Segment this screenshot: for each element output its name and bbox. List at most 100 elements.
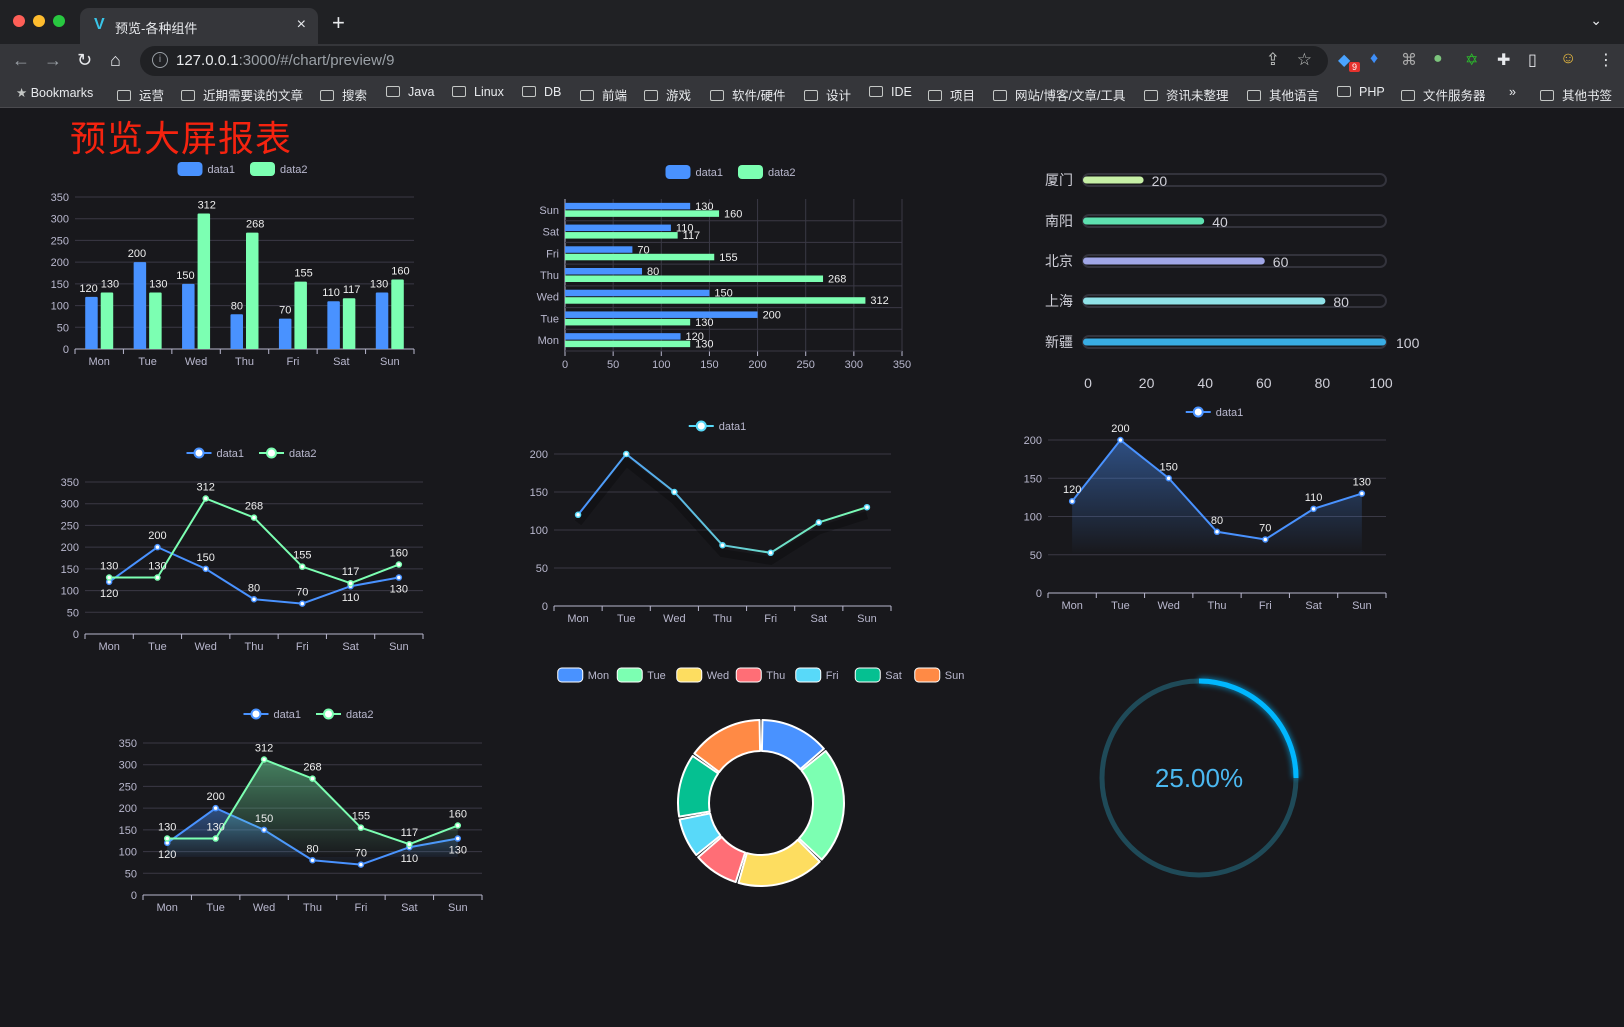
bookmark-folder[interactable]: 游戏 bbox=[644, 85, 691, 104]
x-tick-label: 20 bbox=[1139, 375, 1155, 391]
data-label: 200 bbox=[1111, 423, 1129, 435]
site-info-icon[interactable]: i bbox=[152, 52, 168, 68]
legend-item-Sun[interactable]: Sun bbox=[914, 667, 965, 683]
legend-item-Fri[interactable]: Fri bbox=[795, 667, 839, 683]
bookmark-folder[interactable]: PHP bbox=[1337, 85, 1385, 99]
pie-slice-Mon[interactable] bbox=[760, 719, 825, 771]
legend-item-data2[interactable]: data2 bbox=[250, 162, 308, 176]
pie-slice-Wed[interactable] bbox=[737, 838, 821, 887]
extension-command-icon[interactable]: ⌘ bbox=[1401, 52, 1417, 69]
x-tick-label: Thu bbox=[1208, 600, 1227, 612]
bookmark-folder[interactable]: 文件服务器 bbox=[1401, 85, 1486, 104]
data-label: 70 bbox=[296, 587, 308, 599]
bookmark-folder[interactable]: Linux bbox=[452, 85, 504, 99]
maximize-window-button[interactable] bbox=[53, 15, 65, 27]
bookmarks-menu[interactable]: ★ Bookmarks bbox=[16, 85, 93, 100]
data-label: 80 bbox=[647, 266, 659, 278]
legend-item-Wed[interactable]: Wed bbox=[676, 667, 729, 683]
data-label: 110 bbox=[401, 853, 419, 865]
tab-close-button[interactable]: × bbox=[296, 16, 306, 33]
close-window-button[interactable] bbox=[13, 15, 25, 27]
forward-arrow-icon[interactable]: → bbox=[44, 50, 62, 70]
data-label: 120 bbox=[158, 849, 176, 861]
data-point bbox=[154, 574, 161, 581]
legend-item-data1[interactable]: data1 bbox=[177, 162, 236, 176]
share-icon[interactable]: ⇪ bbox=[1265, 50, 1280, 69]
extension-grid-icon[interactable]: ◆ bbox=[1338, 52, 1351, 69]
home-icon[interactable]: ⌂ bbox=[110, 50, 121, 70]
x-tick-label: Sun bbox=[857, 613, 877, 625]
legend-item-Tue[interactable]: Tue bbox=[616, 667, 666, 683]
data-label: 150 bbox=[176, 270, 194, 282]
bookmark-star-icon[interactable]: ☆ bbox=[1296, 50, 1312, 69]
legend-circle-icon bbox=[193, 447, 205, 459]
bookmark-label: 前端 bbox=[602, 89, 628, 103]
other-bookmarks-folder[interactable]: 其他书签 bbox=[1540, 85, 1612, 104]
extension-star-icon[interactable]: ✡ bbox=[1465, 52, 1479, 69]
bar-data1 bbox=[85, 296, 98, 349]
folder-icon bbox=[452, 86, 466, 97]
tab-search-chevron-icon[interactable]: ⌄ bbox=[1590, 12, 1602, 28]
extension-diamond-icon[interactable]: ♦ bbox=[1370, 50, 1379, 67]
legend-item-data2[interactable]: data2 bbox=[259, 447, 317, 460]
legend-label: data1 bbox=[208, 164, 236, 176]
menu-kebab-icon[interactable]: ⋮ bbox=[1598, 52, 1614, 69]
progress-fill bbox=[1083, 217, 1205, 225]
legend-item-data2[interactable]: data2 bbox=[316, 708, 374, 721]
legend-item-data2[interactable]: data2 bbox=[738, 165, 796, 179]
profile-avatar[interactable]: ☺ bbox=[1560, 50, 1577, 67]
bookmark-folder[interactable]: 软件/硬件 bbox=[710, 85, 785, 104]
url-text[interactable]: 127.0.0.1:3000/#/chart/preview/9 bbox=[176, 52, 395, 69]
minimize-window-button[interactable] bbox=[33, 15, 45, 27]
pie-slice-Tue[interactable] bbox=[798, 750, 845, 861]
side-panel-icon[interactable]: ▯ bbox=[1528, 52, 1537, 69]
y-tick-label: Sat bbox=[542, 227, 559, 239]
bookmark-folder[interactable]: 运营 bbox=[117, 85, 164, 104]
legend-item-Thu[interactable]: Thu bbox=[735, 667, 785, 683]
data-label: 312 bbox=[198, 200, 216, 212]
legend-item-data1[interactable]: data1 bbox=[186, 447, 245, 460]
bookmark-folder[interactable]: Java bbox=[386, 85, 434, 99]
legend-item-data1[interactable]: data1 bbox=[665, 165, 724, 179]
bar-data1 bbox=[565, 224, 671, 232]
bookmark-folder[interactable]: 近期需要读的文章 bbox=[181, 85, 303, 104]
bookmark-folder[interactable]: 网站/博客/文章/工具 bbox=[993, 85, 1125, 104]
data-point bbox=[357, 861, 365, 868]
pie-slice-Sun[interactable] bbox=[693, 719, 762, 774]
bookmark-folder[interactable]: DB bbox=[522, 85, 561, 99]
reload-icon[interactable]: ↻ bbox=[77, 50, 93, 70]
extension-circle-icon[interactable]: ● bbox=[1433, 50, 1443, 67]
y-tick-label: 0 bbox=[131, 890, 137, 902]
bookmark-folder[interactable]: 搜索 bbox=[320, 85, 367, 104]
bar-data1 bbox=[565, 333, 681, 340]
address-bar[interactable]: i 127.0.0.1:3000/#/chart/preview/9 ⇪ ☆ bbox=[140, 46, 1328, 76]
pie-slice-Fri[interactable] bbox=[678, 812, 722, 856]
bookmark-folder[interactable]: 设计 bbox=[804, 85, 851, 104]
bookmark-folder[interactable]: 前端 bbox=[580, 85, 627, 104]
pie-slice-Sat[interactable] bbox=[677, 754, 720, 818]
legend-item-data1[interactable]: data1 bbox=[243, 708, 302, 721]
legend-item-data1[interactable]: data1 bbox=[1185, 406, 1244, 419]
legend-item-data1[interactable]: data1 bbox=[688, 420, 747, 433]
x-tick-label: Thu bbox=[245, 641, 264, 653]
bookmark-folder[interactable]: 其他语言 bbox=[1247, 85, 1319, 104]
bookmark-label: IDE bbox=[891, 85, 912, 99]
legend-item-Sat[interactable]: Sat bbox=[854, 667, 902, 683]
bookmark-folder[interactable]: 资讯未整理 bbox=[1144, 85, 1229, 104]
bookmark-folder[interactable]: IDE bbox=[869, 85, 912, 99]
browser-tab[interactable]: V 预览-各种组件 × bbox=[80, 8, 318, 44]
legend-item-Mon[interactable]: Mon bbox=[557, 667, 609, 683]
data-point bbox=[574, 511, 582, 519]
bar-data2 bbox=[565, 210, 720, 217]
new-tab-button[interactable]: + bbox=[332, 10, 345, 35]
back-arrow-icon[interactable]: ← bbox=[12, 50, 30, 70]
pie-slice-Thu[interactable] bbox=[697, 835, 747, 884]
bar-data1 bbox=[565, 268, 643, 275]
bookmark-folder[interactable]: 项目 bbox=[928, 85, 975, 104]
x-tick-label: Mon bbox=[567, 613, 588, 625]
x-tick-label: 40 bbox=[1197, 375, 1213, 391]
extensions-puzzle-icon[interactable]: ✚ bbox=[1497, 52, 1511, 69]
y-tick-label: 0 bbox=[1036, 588, 1042, 600]
more-bookmarks-chevron[interactable]: » bbox=[1509, 85, 1516, 99]
bookmark-label: 运营 bbox=[139, 89, 165, 103]
